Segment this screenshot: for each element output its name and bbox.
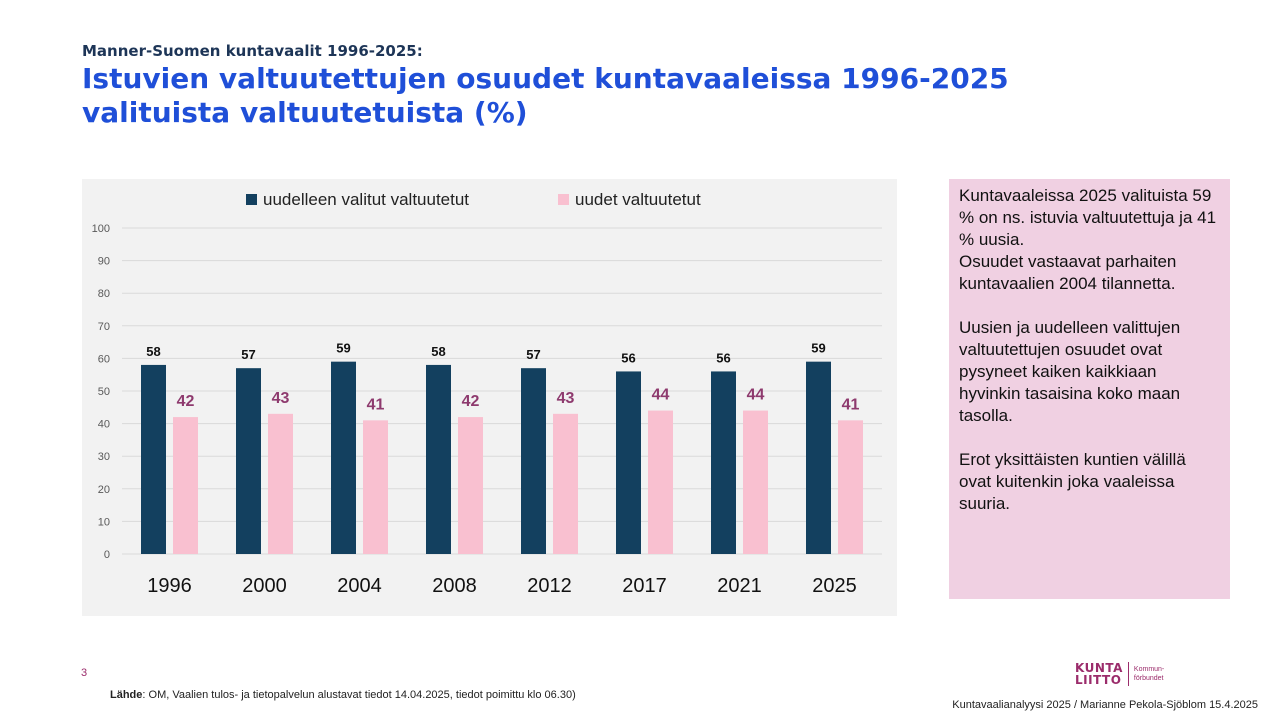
bar-series-1 <box>426 364 451 554</box>
x-tick-label: 1996 <box>147 575 192 597</box>
data-label-series-1: 59 <box>336 341 350 356</box>
source-text: : OM, Vaalien tulos- ja tietopalvelun al… <box>142 689 576 701</box>
source-label: Lähde <box>110 689 143 701</box>
info-box: Kuntavaaleissa 2025 valituista 59 % on n… <box>949 179 1230 599</box>
title-line-2: valituista valtuutetuista (%) <box>82 96 528 129</box>
data-label-series-2: 41 <box>842 396 860 413</box>
data-label-series-2: 44 <box>747 387 765 404</box>
info-paragraph-1: Kuntavaaleissa 2025 valituista 59 % on n… <box>959 186 1217 293</box>
legend-label-series-1: uudelleen valitut valtuutetut <box>263 190 469 209</box>
x-tick-label: 2008 <box>432 575 477 597</box>
info-paragraph-3: Erot yksittäisten kuntien välillä ovat k… <box>959 450 1186 513</box>
x-tick-label: 2012 <box>527 575 572 597</box>
x-tick-label: 2025 <box>812 575 857 597</box>
bar-series-2 <box>268 413 293 554</box>
title-line-1: Istuvien valtuutettujen osuudet kuntavaa… <box>82 62 1009 95</box>
data-label-series-2: 42 <box>177 393 195 410</box>
bar-series-2 <box>553 413 578 554</box>
y-tick-label: 50 <box>98 386 110 398</box>
logo-divider <box>1127 662 1129 686</box>
data-label-series-2: 44 <box>652 387 670 404</box>
x-tick-label: 2017 <box>622 575 667 597</box>
y-tick-label: 80 <box>98 288 110 300</box>
y-tick-label: 20 <box>98 484 110 496</box>
y-tick-label: 0 <box>104 549 110 561</box>
data-label-series-1: 58 <box>146 344 160 359</box>
x-tick-label: 2000 <box>242 575 287 597</box>
y-tick-label: 100 <box>92 223 110 235</box>
source-note: Lähde: OM, Vaalien tulos- ja tietopalvel… <box>110 689 576 701</box>
bar-series-2 <box>363 420 388 554</box>
bar-series-1 <box>711 371 736 554</box>
y-tick-label: 30 <box>98 451 110 463</box>
bar-series-2 <box>173 417 198 554</box>
bar-series-2 <box>743 410 768 554</box>
bar-series-1 <box>806 361 831 554</box>
y-tick-label: 60 <box>98 353 110 365</box>
x-tick-label: 2021 <box>717 575 762 597</box>
y-tick-label: 70 <box>98 321 110 333</box>
data-label-series-1: 57 <box>526 347 540 362</box>
logo-sub-2: förbundet <box>1133 675 1164 682</box>
logo-subtext: Kommun- förbundet <box>1134 665 1164 683</box>
page-title: Istuvien valtuutettujen osuudet kuntavaa… <box>82 62 1082 130</box>
kuntaliitto-logo: KUNTA LIITTO Kommun- förbundet <box>1075 660 1164 688</box>
chart-area: 0 10 20 30 40 50 60 70 80 90 100 uudelleen valitut … <box>82 179 897 616</box>
bar-series-1 <box>141 364 166 554</box>
logo-wordmark: KUNTA LIITTO <box>1075 662 1123 686</box>
data-label-series-2: 43 <box>557 390 575 407</box>
x-tick-label: 2004 <box>337 575 382 597</box>
bar-chart: 0 10 20 30 40 50 60 70 80 90 100 uudelleen valitut … <box>92 190 882 597</box>
logo-word-1: KUNTA <box>1075 661 1123 675</box>
bar-series-1 <box>236 368 261 554</box>
bar-series-2 <box>458 417 483 554</box>
info-paragraph-2: Uusien ja uudelleen valittujen valtuutet… <box>959 318 1181 425</box>
data-label-series-1: 56 <box>621 350 635 365</box>
bar-series-2 <box>838 420 863 554</box>
logo-sub-1: Kommun- <box>1133 666 1165 673</box>
data-label-series-1: 58 <box>431 344 445 359</box>
bar-series-1 <box>521 368 546 554</box>
bar-series-2 <box>648 410 673 554</box>
legend-label-series-2: uudet valtuutetut <box>575 190 701 209</box>
y-tick-label: 40 <box>98 419 110 431</box>
data-label-series-2: 41 <box>367 396 385 413</box>
data-label-series-1: 56 <box>716 350 730 365</box>
logo-word-2: LIITTO <box>1075 673 1122 687</box>
legend-swatch-series-2 <box>558 194 569 205</box>
page-subtitle: Manner-Suomen kuntavaalit 1996-2025: <box>82 42 423 60</box>
y-tick-label: 90 <box>98 256 110 268</box>
data-label-series-2: 43 <box>272 390 290 407</box>
page-number: 3 <box>81 667 88 679</box>
bar-series-1 <box>616 371 641 554</box>
bar-series-1 <box>331 361 356 554</box>
data-label-series-2: 42 <box>462 393 480 410</box>
y-tick-label: 10 <box>98 516 110 528</box>
footer-credit: Kuntavaalianalyysi 2025 / Marianne Pekol… <box>952 699 1258 711</box>
legend-swatch-series-1 <box>246 194 257 205</box>
data-label-series-1: 59 <box>811 341 825 356</box>
data-label-series-1: 57 <box>241 347 255 362</box>
